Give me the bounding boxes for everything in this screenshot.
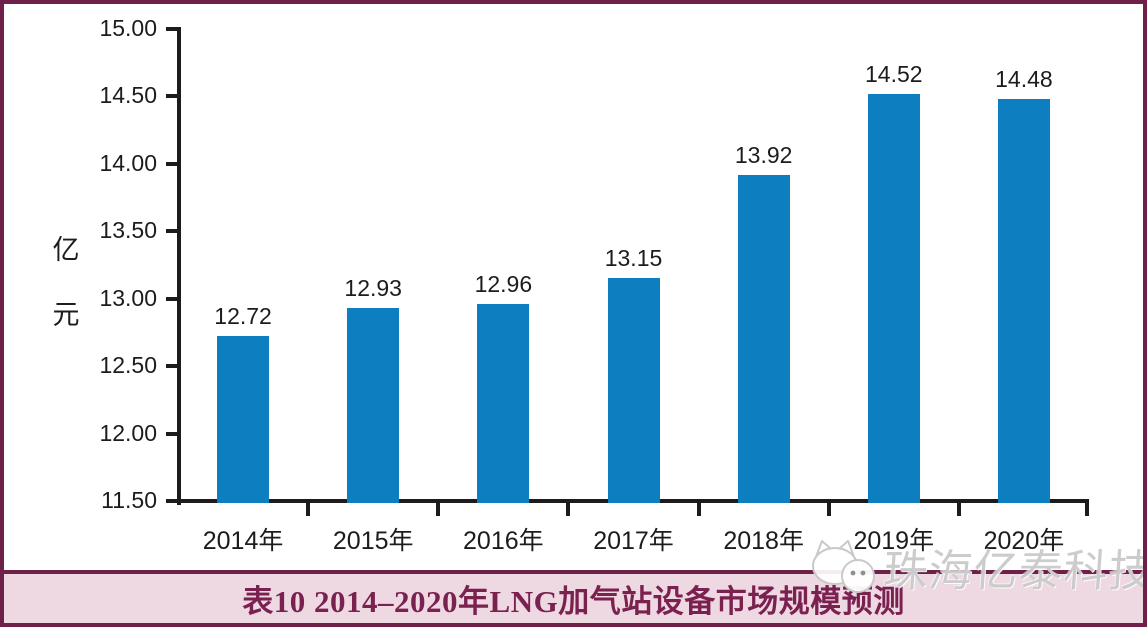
y-axis-title-char: 亿	[52, 235, 80, 265]
y-tick-label: 11.50	[101, 487, 157, 513]
y-axis-line	[177, 27, 181, 505]
bar-value-label: 13.15	[604, 245, 663, 272]
y-tick-label: 12.50	[99, 352, 157, 379]
x-tick	[696, 503, 701, 516]
y-tick	[166, 296, 178, 301]
y-tick	[166, 161, 178, 166]
bar-value-label: 12.96	[474, 271, 533, 298]
x-tick	[436, 503, 441, 516]
bar-2017年	[607, 278, 660, 503]
x-tick-label: 2016年	[463, 527, 544, 555]
x-tick	[566, 503, 571, 516]
watermark-text: 珠海亿泰科技	[881, 547, 1147, 596]
bar-2016年	[477, 304, 530, 503]
x-tick-label: 2020年	[983, 527, 1065, 555]
y-tick-label: 13.50	[99, 217, 157, 244]
bar-2014年	[217, 336, 270, 503]
bar-2020年	[997, 99, 1050, 503]
x-tick-label: 2014年	[202, 527, 284, 555]
x-tick-label: 2017年	[593, 527, 674, 555]
y-tick-label: 14.50	[99, 82, 157, 109]
y-tick	[166, 499, 178, 503]
y-axis-title-char: 元	[52, 300, 80, 330]
x-tick-label: 2018年	[723, 527, 804, 555]
y-tick-label: 15.00	[99, 15, 157, 41]
bar-2018年	[737, 174, 790, 503]
bar-value-label: 14.52	[865, 60, 923, 87]
x-tick-label: 2019年	[853, 527, 935, 555]
bar-value-label: 13.92	[734, 141, 793, 168]
watermark: 珠海亿泰科技	[808, 539, 1147, 596]
x-tick	[826, 503, 831, 516]
bar-2019年	[867, 93, 920, 503]
x-tick-label: 2015年	[332, 527, 414, 555]
y-tick-label: 12.00	[99, 419, 157, 446]
bar-value-label: 12.93	[344, 275, 402, 302]
y-tick	[166, 364, 178, 369]
y-tick-label: 13.00	[99, 284, 157, 311]
bar-value-label: 12.72	[214, 303, 272, 330]
bar-value-label: 14.48	[995, 66, 1053, 93]
chart-caption: 表10 2014–2020年LNG加气站设备市场规模预测	[242, 584, 905, 619]
y-axis-title: 亿元	[50, 228, 82, 332]
y-tick-label: 14.00	[99, 149, 157, 176]
y-tick	[166, 229, 178, 234]
y-tick	[166, 27, 178, 31]
y-tick	[166, 94, 178, 99]
x-tick	[306, 503, 311, 516]
x-tick	[1085, 503, 1089, 516]
x-tick	[956, 503, 961, 516]
caption-bar: 表10 2014–2020年LNG加气站设备市场规模预测	[4, 570, 1143, 623]
bar-2015年	[347, 308, 400, 503]
y-tick	[166, 431, 178, 436]
cat-logo-icon	[812, 540, 875, 593]
